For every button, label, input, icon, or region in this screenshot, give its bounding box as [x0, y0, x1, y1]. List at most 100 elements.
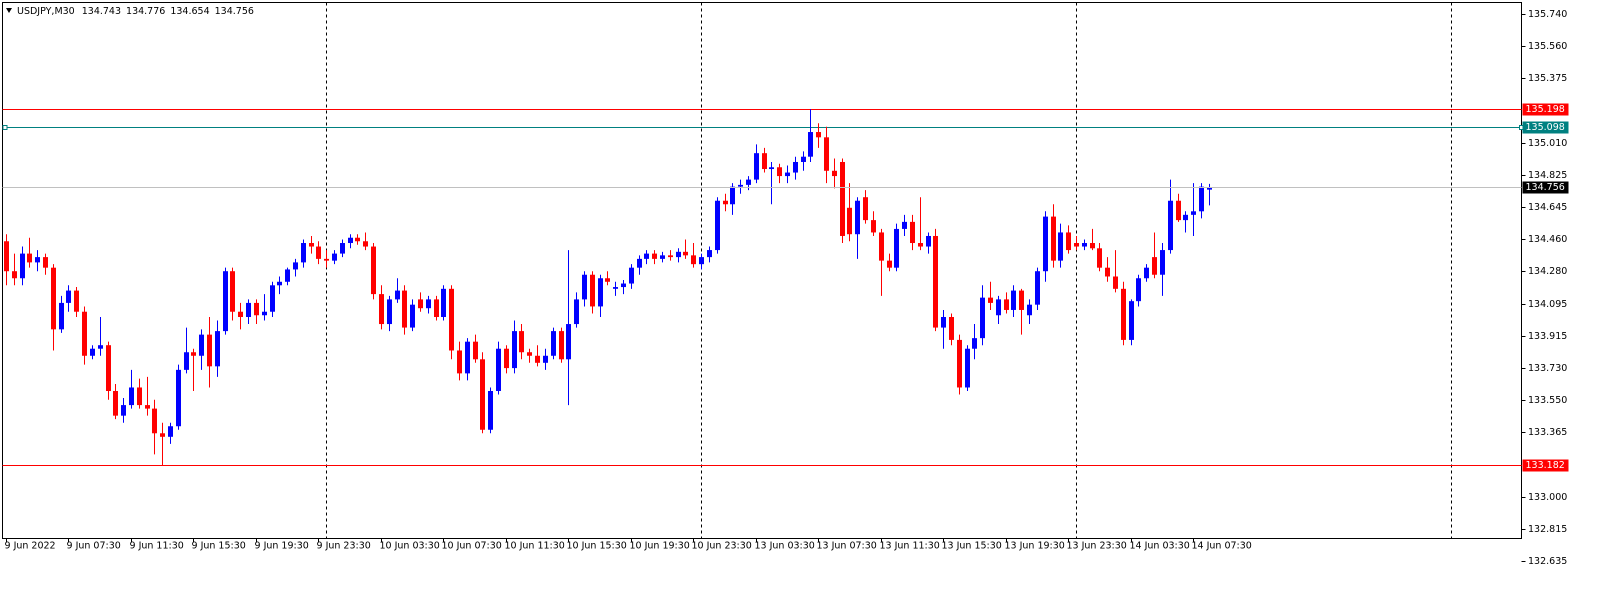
candle-body — [598, 278, 603, 307]
y-tick-label: 134.825 — [1528, 170, 1567, 181]
candle-body — [168, 426, 173, 437]
candle-body — [699, 257, 704, 265]
candle-body — [379, 294, 384, 325]
candle-body — [582, 274, 587, 300]
candle-body — [395, 290, 400, 300]
x-tick-label: 14 Jun 07:30 — [1192, 541, 1252, 552]
x-tick-label: 13 Jun 19:30 — [1005, 541, 1065, 552]
candle-body — [371, 246, 376, 295]
candle-body — [926, 235, 931, 247]
candle-body — [808, 132, 813, 157]
candle-body — [637, 258, 642, 268]
candle-body — [566, 324, 571, 360]
candle-body — [480, 359, 485, 430]
candle-body — [106, 345, 111, 391]
candle-body — [535, 355, 540, 363]
candle-body — [426, 299, 431, 309]
x-tick-label: 10 Jun 11:30 — [505, 541, 565, 552]
candle-body — [465, 341, 470, 374]
candle-body — [277, 281, 282, 286]
candle-body — [957, 339, 962, 388]
candle-body — [996, 299, 1001, 316]
candle-body — [43, 257, 48, 268]
level-label-box — [1522, 103, 1569, 116]
candle-body — [1168, 200, 1173, 251]
candle-body — [1160, 250, 1165, 275]
y-tick-label: 133.550 — [1528, 395, 1567, 406]
y-tick-label: 132.635 — [1528, 556, 1567, 567]
candle-body — [309, 243, 314, 247]
candle-body — [215, 331, 220, 367]
candle-body — [1051, 216, 1056, 261]
candle-body — [910, 221, 915, 244]
candle-body — [270, 285, 275, 312]
candle-body — [363, 241, 368, 247]
candle-body — [574, 299, 579, 325]
candle-body — [660, 255, 665, 259]
candle-body — [605, 278, 610, 282]
candle-body — [230, 271, 235, 312]
candle-body — [965, 348, 970, 388]
candle-body — [855, 200, 860, 235]
candle-body — [738, 184, 743, 187]
candle-body — [207, 334, 212, 367]
candle-body — [801, 156, 806, 162]
candle-body — [1082, 243, 1087, 247]
candle-body — [504, 348, 509, 369]
x-tick-label: 13 Jun 03:30 — [755, 541, 815, 552]
candle-body — [527, 352, 532, 356]
candle-body — [1129, 301, 1134, 340]
x-tick-label: 9 Jun 19:30 — [255, 541, 309, 552]
candle-body — [551, 331, 556, 356]
candle-body — [27, 253, 32, 263]
x-tick-label: 9 Jun 2022 — [5, 541, 56, 552]
candle-body — [1183, 214, 1188, 221]
candle-body — [418, 299, 423, 309]
y-tick-label: 133.915 — [1528, 331, 1567, 342]
candle-body — [1097, 248, 1102, 268]
candle-body — [402, 290, 407, 328]
candle-body — [1035, 271, 1040, 305]
candle-body — [887, 260, 892, 268]
candle-body — [707, 250, 712, 258]
candle-body — [66, 290, 71, 303]
candle-body — [933, 235, 938, 328]
candle-body — [715, 200, 720, 251]
candle-body — [847, 207, 852, 235]
candle-body — [113, 390, 118, 416]
candle-body — [754, 153, 759, 180]
candle-body — [176, 369, 181, 427]
level-label-box — [1522, 121, 1569, 134]
candle-body — [293, 262, 298, 270]
x-tick-label: 9 Jun 07:30 — [67, 541, 121, 552]
candle-body — [1074, 243, 1079, 247]
header-open: 134.743 — [82, 6, 121, 17]
candle-body — [949, 317, 954, 340]
candle-body — [1043, 216, 1048, 272]
candle-body — [137, 387, 142, 406]
candle-body — [35, 257, 40, 263]
y-tick-label: 134.095 — [1528, 299, 1567, 310]
header-low: 134.654 — [170, 6, 209, 17]
candle-body — [840, 161, 845, 236]
candle-body — [723, 200, 728, 205]
candle-body — [1152, 257, 1157, 275]
candle-body — [590, 274, 595, 307]
x-tick-label: 13 Jun 07:30 — [817, 541, 877, 552]
y-tick-label: 135.010 — [1528, 138, 1567, 149]
candle-body — [621, 283, 626, 288]
candle-body — [769, 167, 774, 170]
candle-body — [410, 304, 415, 328]
candle-body — [941, 317, 946, 328]
y-tick-label: 133.000 — [1528, 492, 1567, 503]
y-tick-label: 133.730 — [1528, 363, 1567, 374]
candle-body — [223, 271, 228, 332]
candle-body — [512, 331, 517, 369]
candle-body — [1113, 276, 1118, 289]
candle-body — [355, 237, 360, 242]
candle-body — [246, 302, 251, 318]
candle-body — [824, 137, 829, 171]
candle-body — [129, 387, 134, 406]
candle-body — [1105, 267, 1110, 277]
